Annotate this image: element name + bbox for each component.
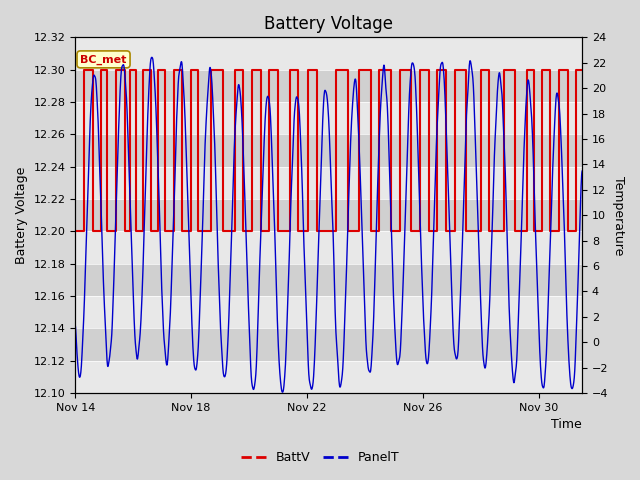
- Y-axis label: Temperature: Temperature: [612, 176, 625, 255]
- Bar: [76, 70, 582, 102]
- Text: BC_met: BC_met: [81, 54, 127, 64]
- Bar: [76, 296, 582, 328]
- Bar: [76, 199, 582, 231]
- Bar: [76, 167, 582, 199]
- Y-axis label: Battery Voltage: Battery Voltage: [15, 167, 28, 264]
- Bar: [76, 134, 582, 167]
- Legend: BattV, PanelT: BattV, PanelT: [236, 446, 404, 469]
- Bar: [76, 264, 582, 296]
- Bar: [76, 102, 582, 134]
- Bar: [76, 231, 582, 264]
- Bar: [76, 361, 582, 393]
- X-axis label: Time: Time: [552, 419, 582, 432]
- Bar: [76, 37, 582, 70]
- Title: Battery Voltage: Battery Voltage: [264, 15, 393, 33]
- Bar: [76, 328, 582, 361]
